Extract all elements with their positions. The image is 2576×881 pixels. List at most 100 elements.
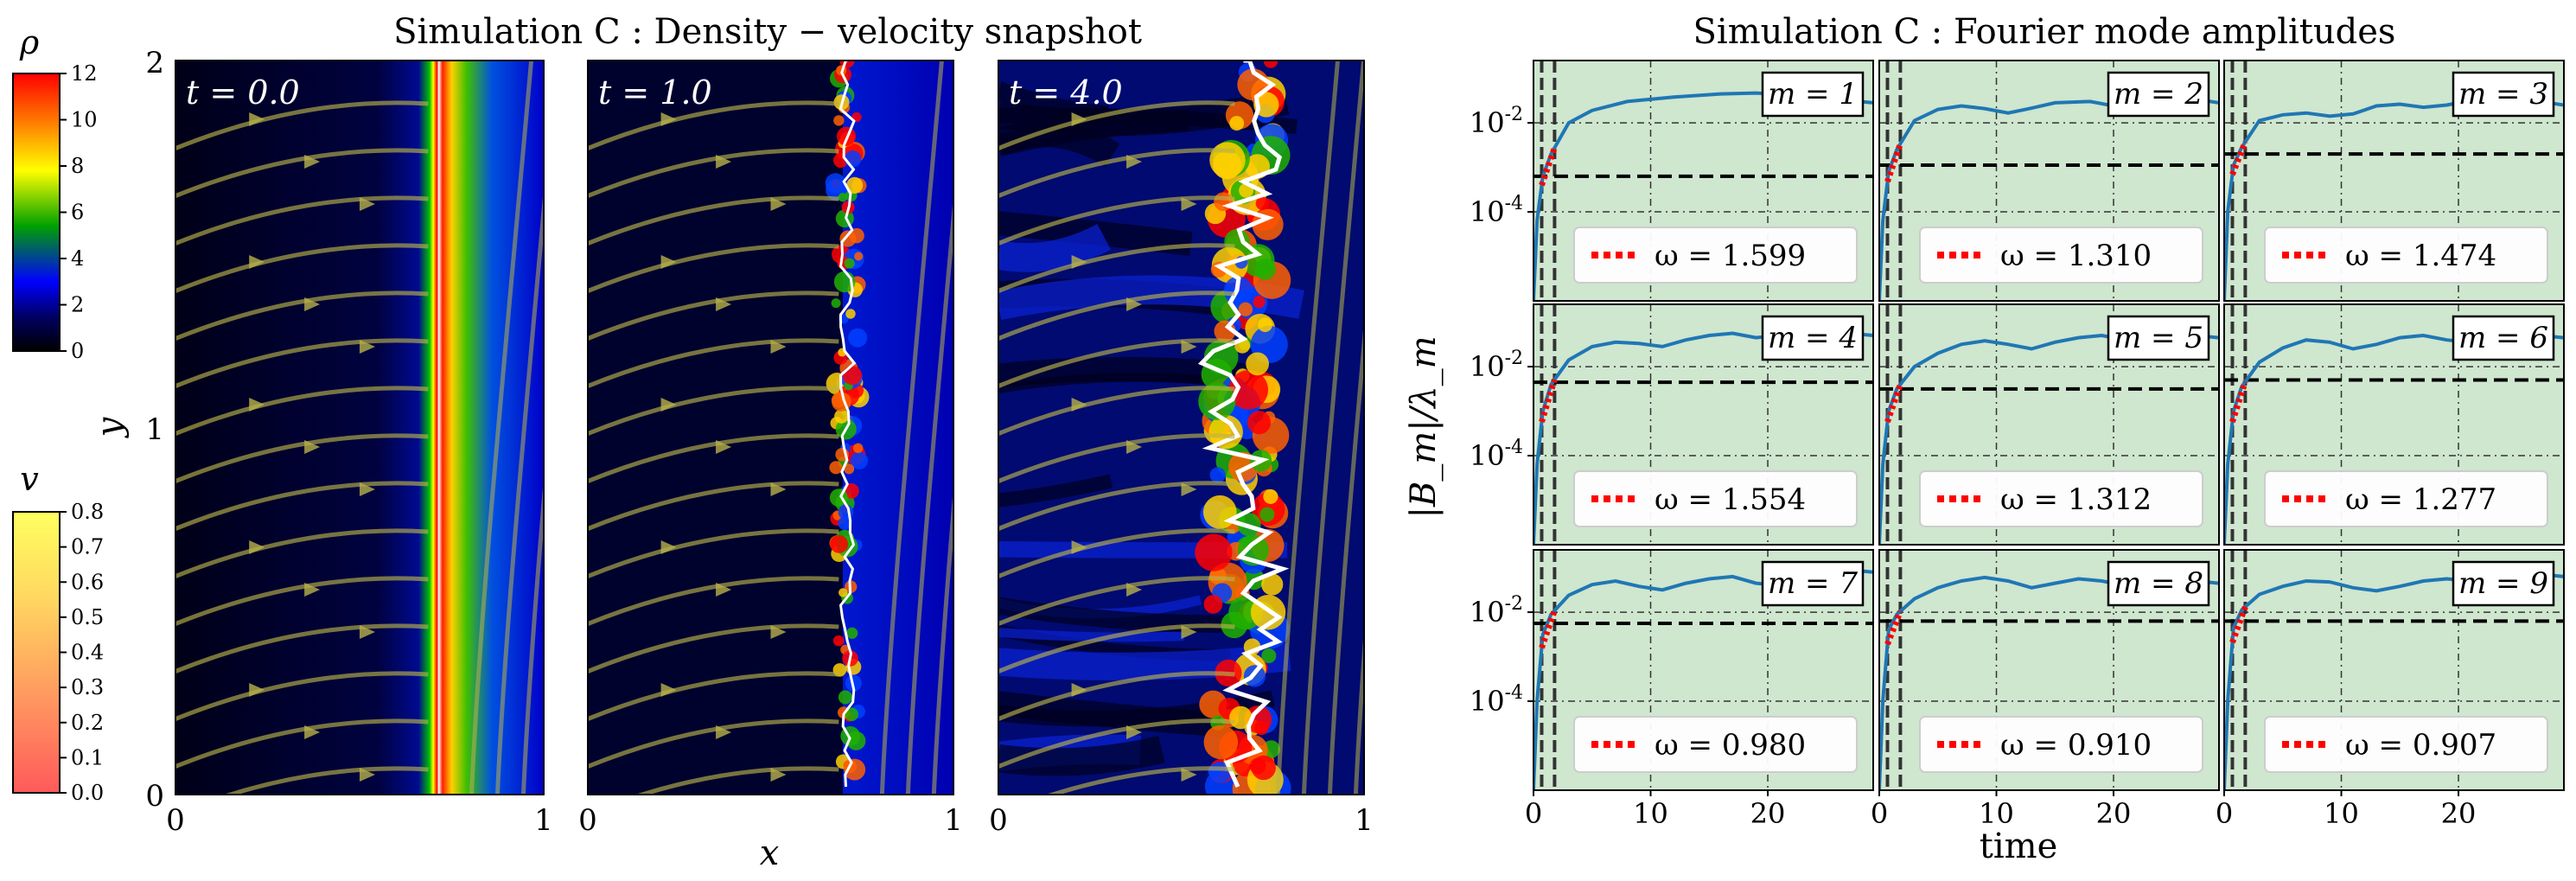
streamline-arrow bbox=[660, 112, 677, 126]
streamline-arrow bbox=[249, 112, 265, 126]
omega-legend-box bbox=[1919, 227, 2203, 284]
streamline bbox=[158, 816, 428, 869]
x-tick-label: 0 bbox=[1525, 797, 1542, 830]
streamline bbox=[998, 243, 1235, 294]
streamline bbox=[175, 528, 429, 579]
x-tick-label: 20 bbox=[2441, 797, 2477, 830]
mode-panel-frame bbox=[1533, 60, 1874, 302]
streamline bbox=[998, 386, 1235, 437]
density-blob bbox=[1263, 61, 1278, 68]
density-blob bbox=[1238, 302, 1253, 316]
mode-panel-frame bbox=[1878, 60, 2220, 302]
streamline bbox=[998, 481, 1235, 532]
density-blob bbox=[1247, 411, 1272, 435]
streamline-arrow bbox=[770, 197, 787, 211]
streamline bbox=[223, 766, 429, 795]
mode-panel-4: m = 4 ω = 1.554 10-2 10-4 bbox=[1470, 303, 1874, 546]
density-blob bbox=[1253, 92, 1279, 118]
colorbar-velocity-label: v bbox=[20, 460, 39, 498]
y-tick-label: 10-2 bbox=[1470, 104, 1523, 139]
density-blob bbox=[1261, 573, 1284, 596]
density-blob bbox=[1259, 507, 1275, 522]
mode-panel-frame bbox=[1878, 549, 2220, 791]
density-blob bbox=[825, 173, 846, 194]
colorbar-density-tick-label: 2 bbox=[71, 293, 84, 317]
omega-legend-box bbox=[2264, 227, 2548, 284]
density-blob bbox=[846, 627, 858, 639]
density-blob bbox=[1202, 495, 1237, 529]
mode-label-box bbox=[2452, 71, 2555, 118]
density-blob bbox=[1203, 725, 1239, 760]
mode-label: m = 2 bbox=[2114, 77, 2203, 112]
omega-legend-box bbox=[2264, 470, 2548, 527]
streamline-arrow bbox=[1181, 482, 1197, 496]
omega-legend-box bbox=[1573, 227, 1858, 284]
streamline-arrow bbox=[770, 482, 787, 496]
mode-label: m = 4 bbox=[1768, 321, 1858, 355]
streamline bbox=[879, 61, 944, 795]
mode-panel-frame bbox=[2223, 549, 2565, 791]
x-tick-label: 0 bbox=[1871, 797, 1888, 830]
mode-label-box bbox=[1761, 560, 1865, 607]
mode-panel-9: m = 9 ω = 0.907 0 10 20 bbox=[2216, 549, 2565, 830]
density-blob bbox=[834, 409, 849, 424]
density-blob bbox=[1244, 705, 1272, 734]
growth-fit-line bbox=[1539, 378, 1558, 423]
streamline-arrow bbox=[1126, 440, 1143, 454]
streamline-arrow bbox=[660, 255, 677, 269]
x-tick-label: 10 bbox=[1633, 797, 1668, 830]
streamline bbox=[175, 195, 429, 246]
mode-label: m = 9 bbox=[2458, 566, 2548, 601]
x-tick-label: 10 bbox=[1979, 797, 2014, 830]
density-blob bbox=[1254, 259, 1276, 280]
streamline bbox=[1327, 320, 1364, 795]
x-tick-0-panel-3: 0 bbox=[989, 803, 1008, 838]
y-tick-2: 2 bbox=[145, 46, 164, 80]
streamline-arrow bbox=[304, 440, 321, 454]
mode-label: m = 6 bbox=[2458, 321, 2548, 355]
density-blob bbox=[843, 482, 859, 499]
colorbar-velocity-ticks: 0.0 0.1 0.2 0.3 0.4 0.5 0.6 0.7 0.8 bbox=[60, 500, 104, 805]
vortex-streak bbox=[998, 119, 1120, 167]
streamline bbox=[588, 528, 839, 579]
streamline-arrow bbox=[360, 482, 375, 496]
streamline-arrow bbox=[360, 197, 375, 211]
mode-label: m = 8 bbox=[2114, 566, 2203, 601]
streamline bbox=[998, 195, 1235, 246]
omega-legend-label: ω = 0.980 bbox=[1655, 728, 1806, 763]
x-tick-0-panel-2: 0 bbox=[578, 803, 597, 838]
mode-panel-frame bbox=[2223, 60, 2565, 302]
mode-panel-7: m = 7 ω = 0.980 10-2 10-4 0 10 20 bbox=[1470, 549, 1874, 830]
colorbar-density-tick-label: 0 bbox=[71, 339, 84, 363]
x-tick-label: 20 bbox=[2096, 797, 2132, 830]
streamline bbox=[175, 243, 429, 294]
omega-legend-label: ω = 1.312 bbox=[2000, 482, 2152, 517]
streamline-arrow bbox=[660, 398, 677, 412]
colorbar-density-tick-label: 10 bbox=[71, 108, 98, 132]
colorbar-density: ρ 0 2 4 6 8 10 12 bbox=[12, 23, 98, 363]
omega-legend-box bbox=[1919, 470, 2203, 527]
x-tick-1-panel-1: 1 bbox=[534, 803, 553, 838]
mode-label: m = 7 bbox=[1768, 566, 1858, 601]
colorbar-velocity-tick-label: 0.3 bbox=[71, 675, 104, 699]
streamline bbox=[588, 481, 839, 532]
snapshot-panel-3: t = 4.0 bbox=[981, 60, 1365, 869]
vortex-streak bbox=[998, 107, 1298, 135]
mode-label-box bbox=[1761, 71, 1865, 118]
streamline-arrow bbox=[716, 297, 732, 311]
streamline-arrow bbox=[360, 768, 375, 782]
streamline bbox=[634, 766, 839, 795]
streamline-arrow bbox=[716, 440, 732, 454]
streamline-arrow bbox=[716, 725, 732, 739]
colorbar-density-tick-label: 8 bbox=[71, 154, 84, 178]
density-blob bbox=[842, 365, 863, 386]
omega-legend-label: ω = 1.554 bbox=[1655, 482, 1806, 517]
streamline bbox=[998, 623, 1235, 674]
snapshot-panels: t = 0.0 t = 1.0 t = 4.0 bbox=[158, 60, 1365, 869]
growth-fit-line bbox=[1884, 610, 1903, 646]
density-blob bbox=[1195, 533, 1233, 571]
streamline bbox=[981, 816, 1234, 869]
streamline bbox=[998, 671, 1235, 722]
streamline bbox=[469, 61, 534, 795]
